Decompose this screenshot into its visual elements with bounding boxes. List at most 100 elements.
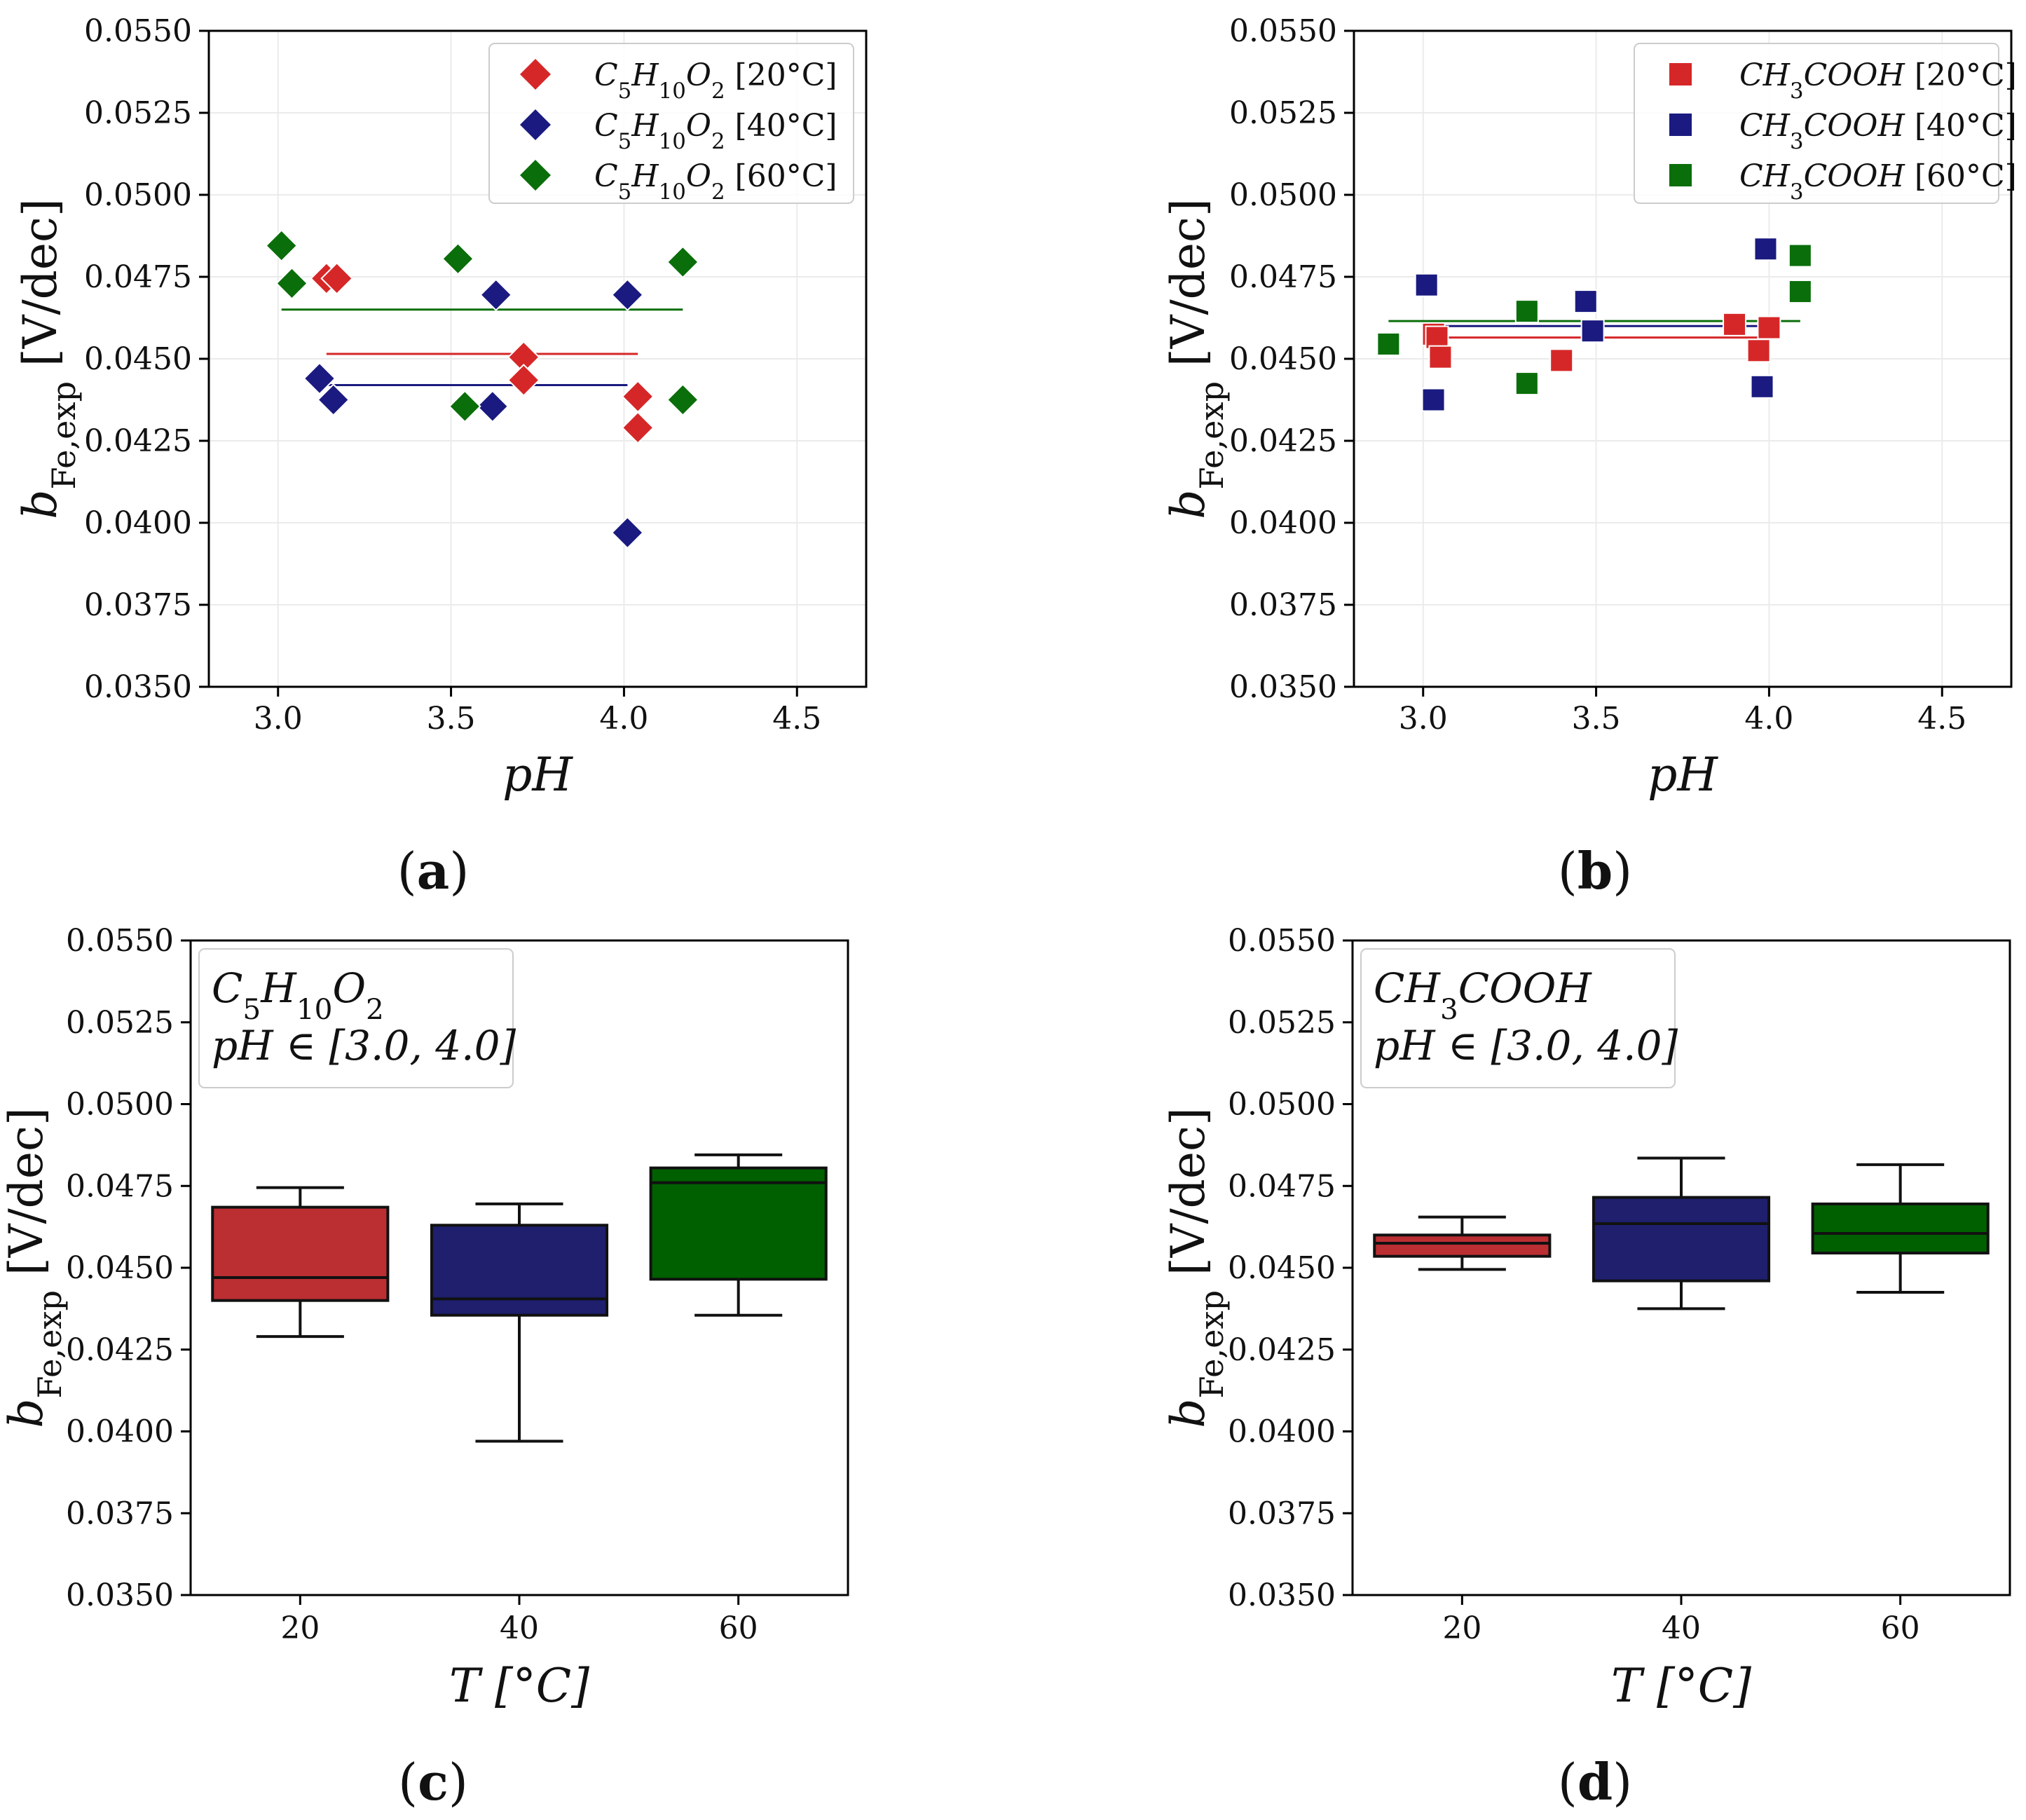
x-tick-label: 3.0 xyxy=(254,701,303,737)
legend-label: C5H10O2 [60°C] xyxy=(594,158,837,205)
plot-frame xyxy=(1351,939,2011,1596)
y-tick-label: 0.0375 xyxy=(1228,1496,1336,1531)
legend-marker xyxy=(1669,164,1692,186)
y-tick-label: 0.0400 xyxy=(1229,505,1337,541)
box-iqr xyxy=(1373,1233,1552,1258)
box-iqr xyxy=(1811,1202,1990,1254)
data-point xyxy=(275,266,308,300)
x-axis-label: T [°C] xyxy=(449,1659,589,1713)
legend-label: C5H10O2 [20°C] xyxy=(594,57,837,104)
data-point xyxy=(265,229,299,262)
y-tick-label: 0.0350 xyxy=(1228,1578,1336,1613)
y-tick-label: 0.0425 xyxy=(1228,1332,1336,1368)
box-20 xyxy=(1373,1215,1552,1271)
data-point xyxy=(666,245,699,279)
annotation-species: C5H10O2 xyxy=(212,964,384,1026)
panel-label: (b) xyxy=(1558,841,1633,901)
y-tick-label: 0.0350 xyxy=(84,669,192,705)
box-60 xyxy=(649,1153,828,1317)
legend-box xyxy=(1634,43,1999,204)
panel-label: (a) xyxy=(397,841,470,901)
box-40 xyxy=(430,1202,609,1443)
y-tick-label: 0.0375 xyxy=(84,587,192,623)
annotation-range: pH ∈ [3.0, 4.0] xyxy=(212,1022,516,1069)
x-tick-label: 3.0 xyxy=(1399,701,1448,737)
y-tick-label: 0.0525 xyxy=(1228,1005,1336,1041)
y-tick-label: 0.0475 xyxy=(66,1168,174,1204)
box-iqr xyxy=(1592,1196,1771,1282)
legend-box xyxy=(488,43,854,204)
y-tick-label: 0.0525 xyxy=(66,1005,174,1041)
plot-frame xyxy=(207,29,868,688)
annotation-frame xyxy=(198,948,514,1088)
x-tick-label: 40 xyxy=(1662,1610,1701,1646)
y-tick-label: 0.0450 xyxy=(1228,1250,1336,1286)
y-tick-label: 0.0400 xyxy=(66,1414,174,1450)
legend-marker xyxy=(520,160,551,191)
plot-frame xyxy=(189,939,849,1596)
x-tick-label: 4.0 xyxy=(599,701,648,737)
y-tick-label: 0.0350 xyxy=(1229,669,1337,705)
y-tick-label: 0.0450 xyxy=(84,341,192,377)
legend-marker xyxy=(1669,114,1692,136)
data-point xyxy=(610,516,644,549)
chart-panel-c: 0.0350 0.0375 0.0400 0.0425 0.0450 0.0475 0.05… xyxy=(0,923,849,1812)
chart-panel-b: 0.0350 0.0375 0.0400 0.0425 0.0450 0.0475 0.05… xyxy=(1161,13,2017,901)
data-point xyxy=(1757,315,1781,340)
y-tick-label: 0.0375 xyxy=(66,1496,174,1531)
x-tick-label: 4.5 xyxy=(1917,701,1966,737)
legend-marker xyxy=(1669,63,1692,85)
data-point xyxy=(1573,289,1598,314)
data-point xyxy=(621,411,655,444)
legend-label: CH3COOH [60°C] xyxy=(1739,158,2017,205)
y-tick-label: 0.0525 xyxy=(84,95,192,131)
y-tick-label: 0.0400 xyxy=(1228,1414,1336,1450)
legend-label: CH3COOH [40°C] xyxy=(1739,108,2017,154)
y-tick-label: 0.0450 xyxy=(1229,341,1337,377)
data-point xyxy=(1514,299,1539,324)
data-point xyxy=(320,261,354,295)
legend-label: CH3COOH [20°C] xyxy=(1739,57,2017,104)
y-tick-label: 0.0450 xyxy=(66,1250,174,1286)
data-point xyxy=(1788,280,1812,304)
data-point xyxy=(479,278,513,312)
data-point xyxy=(1421,388,1446,412)
data-point xyxy=(1428,345,1453,369)
annotation-species: CH3COOH xyxy=(1374,964,1592,1026)
box-60 xyxy=(1811,1163,1990,1294)
y-tick-label: 0.0500 xyxy=(1229,177,1337,213)
y-tick-label: 0.0550 xyxy=(1228,923,1336,959)
data-point xyxy=(507,364,540,397)
y-tick-label: 0.0550 xyxy=(1229,13,1337,49)
chart-panel-d: 0.0350 0.0375 0.0400 0.0425 0.0450 0.0475 0.05… xyxy=(1161,923,2011,1812)
y-tick-label: 0.0475 xyxy=(1228,1168,1336,1204)
x-axis-label: T [°C] xyxy=(1611,1659,1751,1713)
y-tick-label: 0.0550 xyxy=(84,13,192,49)
y-tick-label: 0.0475 xyxy=(84,259,192,295)
data-point xyxy=(1750,374,1774,399)
x-tick-label: 60 xyxy=(1881,1610,1920,1646)
box-iqr xyxy=(430,1224,609,1317)
y-axis-label: bFe,exp [V/dec] xyxy=(1161,198,1231,519)
y-tick-label: 0.0550 xyxy=(66,923,174,959)
y-tick-label: 0.0425 xyxy=(66,1332,174,1368)
panel-label: (d) xyxy=(1558,1752,1633,1812)
data-point xyxy=(1414,273,1439,297)
box-iqr xyxy=(211,1205,390,1302)
chart-panel-a: 0.0350 0.0375 0.0400 0.0425 0.0450 0.0475 0.05… xyxy=(13,13,868,901)
box-40 xyxy=(1592,1156,1771,1311)
data-point xyxy=(1580,319,1605,343)
data-point xyxy=(1723,312,1747,336)
legend-marker xyxy=(520,109,551,140)
data-point xyxy=(610,278,644,312)
box-20 xyxy=(211,1186,390,1339)
annotation-frame xyxy=(1360,948,1676,1088)
y-tick-label: 0.0500 xyxy=(66,1087,174,1123)
legend-label: C5H10O2 [40°C] xyxy=(594,108,837,154)
y-tick-label: 0.0425 xyxy=(1229,423,1337,459)
y-tick-label: 0.0400 xyxy=(84,505,192,541)
data-point xyxy=(1753,237,1778,261)
y-tick-label: 0.0475 xyxy=(1229,259,1337,295)
